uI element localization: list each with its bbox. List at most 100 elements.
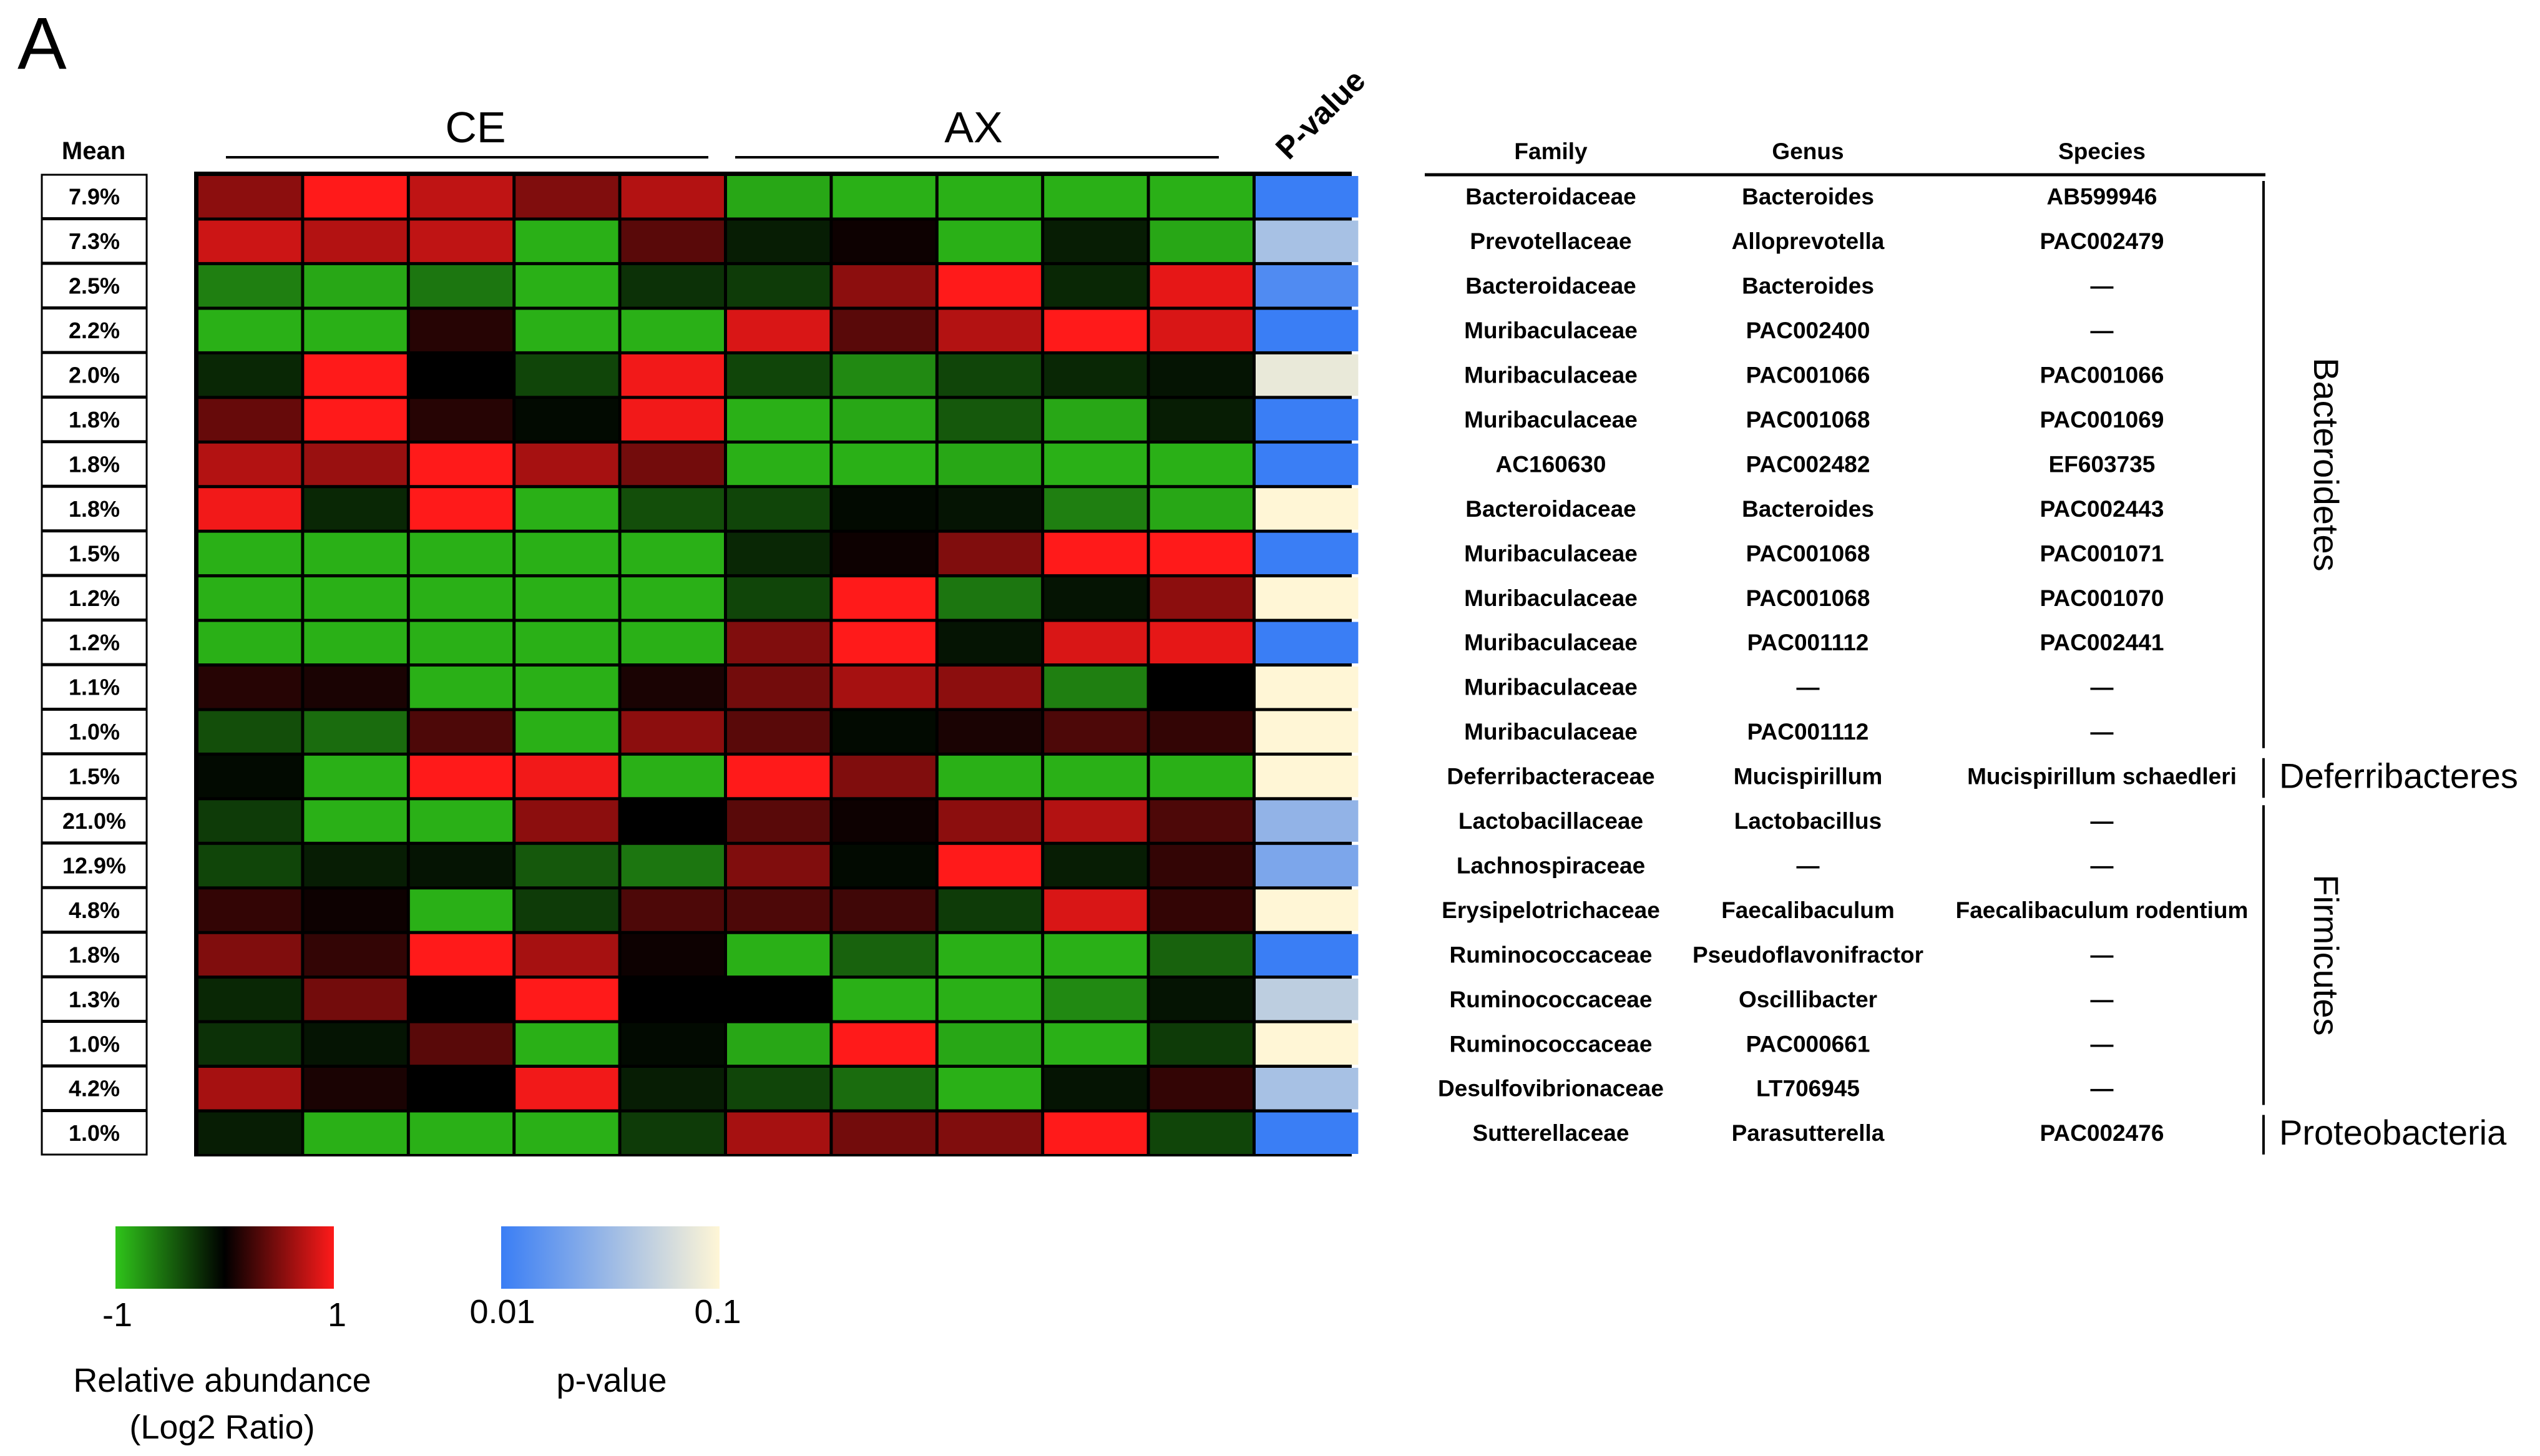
taxonomy-cell-species: Faecalibaculum rodentium (1956, 897, 2249, 923)
taxonomy-cell-species: — (2091, 1031, 2114, 1057)
heatmap-cell (1044, 755, 1147, 798)
heatmap-cell (727, 1023, 830, 1065)
heatmap-cell (727, 220, 830, 262)
pvalue-cell (1256, 844, 1359, 887)
taxonomy-cell-genus: LT706945 (1756, 1076, 1860, 1102)
taxonomy-cell-species: PAC001066 (2040, 363, 2164, 388)
heatmap-cell (621, 622, 724, 663)
heatmap-cell (1150, 577, 1253, 619)
taxonomy-cell-family: AC160630 (1496, 451, 1606, 477)
pvalue-cell (1256, 800, 1359, 842)
taxonomy-cell-genus: PAC002482 (1746, 451, 1870, 477)
pvalue-cell (1256, 755, 1359, 798)
heatmap-cell (1044, 577, 1147, 619)
heatmap-cell (938, 1023, 1042, 1065)
taxonomy-cell-species: — (2091, 1076, 2114, 1102)
taxonomy-cell-genus: PAC002400 (1746, 318, 1870, 343)
mean-box (41, 843, 148, 888)
pvalue-colorbar (501, 1226, 720, 1289)
heatmap-cell (409, 488, 513, 530)
phylum-label: Bacteroidetes (2307, 358, 2346, 571)
heatmap-cell (1150, 1112, 1253, 1154)
taxonomy-cell-family: Ruminococcaceae (1450, 942, 1653, 967)
mean-column: 7.9% 7.3% 2.5% 2.2% 2.0% 1.8% 1.8% 1.8% 1.5% 1.2%… (41, 173, 148, 1156)
heatmap-cell (727, 979, 830, 1020)
heatmap-cell (938, 979, 1042, 1020)
heatmap-cell (1044, 844, 1147, 887)
pvalue-cell (1256, 399, 1359, 441)
heatmap-cell (938, 934, 1042, 976)
taxonomy-cell-genus: Oscillibacter (1739, 987, 1877, 1012)
heatmap-cell (833, 399, 935, 441)
heatmap-cell (727, 443, 830, 486)
pvalue-cell (1256, 1112, 1359, 1154)
heatmap-cell (198, 667, 301, 708)
taxonomy-header-family: Family (1514, 139, 1588, 164)
heatmap-cell (515, 755, 618, 798)
mean-box (41, 620, 148, 665)
heatmap-cell (198, 979, 301, 1020)
taxonomy-cell-species: PAC001070 (2040, 585, 2164, 611)
heatmap-cell (833, 265, 935, 307)
heatmap-cell (304, 622, 407, 663)
heatmap-cell (1044, 800, 1147, 842)
taxonomy-cell-family: Erysipelotrichaceae (1442, 897, 1660, 923)
taxonomy-cell-family: Muribaculaceae (1464, 630, 1638, 655)
heatmap-cell (621, 979, 724, 1020)
heatmap-cell (938, 220, 1042, 262)
mean-value: 1.2% (69, 630, 120, 655)
taxonomy-cell-family: Bacteroidaceae (1465, 496, 1636, 522)
taxonomy-table: Bacteroidaceae Bacteroides AB599946 Prevote… (1438, 184, 2248, 1146)
heatmap-cell (515, 979, 618, 1020)
heatmap-cell (198, 800, 301, 842)
heatmap-cell (621, 176, 724, 218)
heatmap-cell (1044, 354, 1147, 396)
heatmap-cell (621, 934, 724, 976)
heatmap-cell (1150, 755, 1253, 798)
phylum-labels: Bacteroidetes Deferribacteres Firmicutes Pr… (2262, 181, 2518, 1155)
heatmap-cell (1150, 979, 1253, 1020)
pvalue-cell (1256, 622, 1359, 663)
heatmap-cell (621, 310, 724, 351)
heatmap-cell (198, 1112, 301, 1154)
heatmap-cell (1044, 1023, 1147, 1065)
heatmap-cell (515, 667, 618, 708)
taxonomy-cell-family: Muribaculaceae (1464, 540, 1638, 566)
heatmap-cell (833, 310, 935, 351)
heatmap-cell (1150, 622, 1253, 663)
taxonomy-cell-genus: PAC000661 (1746, 1031, 1870, 1057)
pvalue-legend-min: 0.01 (469, 1293, 535, 1331)
heatmap-cell (1044, 488, 1147, 530)
heatmap-cell (833, 443, 935, 486)
pvalue-cell (1256, 532, 1359, 575)
heatmap-cell (1044, 711, 1147, 753)
taxonomy-cell-species: — (2091, 987, 2114, 1012)
heatmap-cell (727, 1068, 830, 1110)
heatmap-cell (198, 176, 301, 218)
taxonomy-cell-genus: Alloprevotella (1732, 228, 1885, 254)
taxonomy-cell-family: Lachnospiraceae (1457, 853, 1645, 879)
heatmap-cell (938, 800, 1042, 842)
heatmap-cell (1044, 176, 1147, 218)
mean-box (41, 753, 148, 799)
taxonomy-cell-genus: — (1797, 675, 1820, 700)
heatmap-cell (621, 488, 724, 530)
heatmap-cell (304, 800, 407, 842)
heatmap-cell (304, 532, 407, 575)
pvalue-cell (1256, 220, 1359, 262)
mean-box (41, 932, 148, 977)
mean-value: 1.0% (69, 719, 120, 745)
heatmap-cell (621, 220, 724, 262)
heatmap-cell (938, 1112, 1042, 1154)
heatmap-cell (1044, 889, 1147, 931)
taxonomy-cell-species: PAC002443 (2040, 496, 2164, 522)
heatmap-cell (938, 176, 1042, 218)
heatmap-cell (833, 354, 935, 396)
mean-value: 4.2% (69, 1076, 120, 1102)
heatmap-cell (304, 265, 407, 307)
mean-box (41, 1065, 148, 1111)
heatmap-cell (515, 265, 618, 307)
mean-box (41, 1110, 148, 1156)
heatmap-cell (938, 844, 1042, 887)
mean-value: 7.9% (69, 184, 120, 210)
